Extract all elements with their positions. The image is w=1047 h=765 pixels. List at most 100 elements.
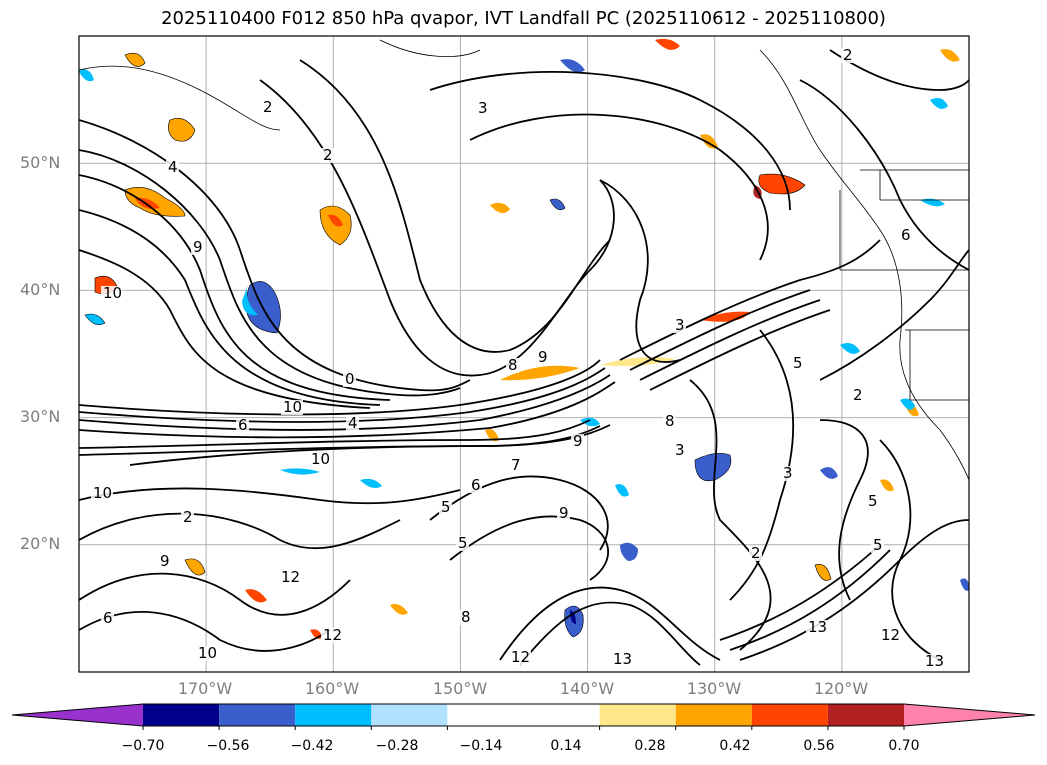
- contour-label: 7: [511, 456, 521, 474]
- colorbar-segment: [371, 704, 448, 726]
- contour-label: 0: [345, 370, 355, 388]
- contour-label: 12: [511, 648, 530, 666]
- contour-label-background: [343, 372, 356, 387]
- contour-label-background: [806, 620, 828, 635]
- contour-label-background: [101, 611, 114, 626]
- contour-label-background: [439, 500, 452, 515]
- contour-label-background: [536, 350, 549, 365]
- contour-label-background: [469, 478, 482, 493]
- colorbar-tick-label: −0.28: [375, 738, 419, 754]
- contour-label-background: [781, 466, 794, 481]
- contour-label-background: [181, 510, 194, 525]
- colorbar-tick-label: 0.70: [888, 738, 920, 754]
- contour-label: 8: [508, 356, 518, 374]
- colorbar-tick-label: 0.42: [719, 738, 751, 754]
- lon-label-170w: 170°W: [177, 679, 233, 698]
- contour-label: 10: [198, 644, 217, 662]
- contour-label-background: [196, 646, 218, 661]
- contour-label-background: [456, 536, 469, 551]
- contour-label-background: [166, 160, 179, 175]
- contour-label: 13: [808, 618, 827, 636]
- contour-label-background: [899, 228, 912, 243]
- contour-label: 4: [168, 158, 178, 176]
- contour-label: 5: [873, 536, 883, 554]
- colorbar-segment: [295, 704, 372, 726]
- colorbar-tick-label: −0.42: [290, 738, 334, 754]
- contour-label: 2: [751, 544, 761, 562]
- colorbar-tick-label: −0.70: [121, 738, 165, 754]
- contour-label-background: [673, 318, 686, 333]
- contour-label: 3: [675, 316, 685, 334]
- lat-label-20n: 20°N: [20, 534, 61, 553]
- contour-label: 10: [283, 398, 302, 416]
- contour-label: 13: [925, 652, 944, 670]
- contour-label-background: [611, 652, 633, 667]
- contour-label: 5: [868, 492, 878, 510]
- contour-label-background: [236, 418, 249, 433]
- colorbar-tick-label: 0.14: [550, 738, 582, 754]
- lon-label-140w: 140°W: [559, 679, 615, 698]
- contour-label-background: [321, 628, 343, 643]
- colorbar-tick-label: −0.14: [459, 738, 503, 754]
- colorbar-segments: [11, 703, 1036, 730]
- contour-label: 5: [793, 354, 803, 372]
- lon-label-160w: 160°W: [304, 679, 360, 698]
- contour-label-background: [309, 452, 331, 467]
- contour-label: 2: [853, 386, 863, 404]
- contour-label: 12: [323, 626, 342, 644]
- contour-label: 9: [160, 552, 170, 570]
- contour-label: 9: [538, 348, 548, 366]
- colorbar-extend-high: [904, 704, 1035, 726]
- contour-label-background: [509, 458, 522, 473]
- lat-label-50n: 50°N: [20, 153, 61, 172]
- colorbar-segment: [599, 704, 676, 726]
- contour-label: 9: [573, 432, 583, 450]
- contour-label-background: [851, 388, 864, 403]
- contour-label-background: [346, 416, 359, 431]
- contour-label-background: [281, 400, 303, 415]
- colorbar-segment: [219, 704, 296, 726]
- contour-label-background: [557, 506, 570, 521]
- lon-label-130w: 130°W: [686, 679, 742, 698]
- lat-label-40n: 40°N: [20, 280, 61, 299]
- colorbar-segment: [143, 704, 220, 726]
- colorbar-segment: [675, 704, 752, 726]
- contour-label: 6: [471, 476, 481, 494]
- contour-label-background: [871, 538, 884, 553]
- contour-label-background: [101, 286, 123, 301]
- contour-label: 8: [665, 412, 675, 430]
- coastlines: [79, 39, 969, 481]
- contour-label: 10: [103, 284, 122, 302]
- contour-label-background: [158, 554, 171, 569]
- contour-label-background: [279, 570, 301, 585]
- contour-label: 12: [881, 626, 900, 644]
- contour-label-background: [261, 100, 274, 115]
- contour-label-background: [841, 48, 854, 63]
- lon-label-150w: 150°W: [432, 679, 488, 698]
- colorbar-tick-label: 0.28: [634, 738, 666, 754]
- positive-anomaly-patches: [94, 38, 960, 639]
- colorbar-segment: [447, 704, 600, 726]
- contour-label-background: [509, 650, 531, 665]
- contour-label-background: [506, 358, 519, 373]
- colorbar-tick-label: 0.56: [803, 738, 835, 754]
- contour-label: 9: [559, 504, 569, 522]
- colorbar-tick-label: −0.56: [206, 738, 250, 754]
- contour-label: 3: [783, 464, 793, 482]
- colorbar-segment: [751, 704, 828, 726]
- contour-label-background: [191, 240, 204, 255]
- contour-label-background: [459, 610, 472, 625]
- colorbar-extend-low: [12, 704, 143, 726]
- contour-label-background: [866, 494, 879, 509]
- gridlines: [79, 36, 969, 672]
- contour-label: 13: [613, 650, 632, 668]
- map-frame: [78, 35, 970, 673]
- contour-label: 2: [843, 46, 853, 64]
- contour-label-background: [879, 628, 901, 643]
- map-title: 2025110400 F012 850 hPa qvapor, IVT Land…: [161, 8, 886, 29]
- contour-label: 10: [311, 450, 330, 468]
- contour-label-background: [663, 414, 676, 429]
